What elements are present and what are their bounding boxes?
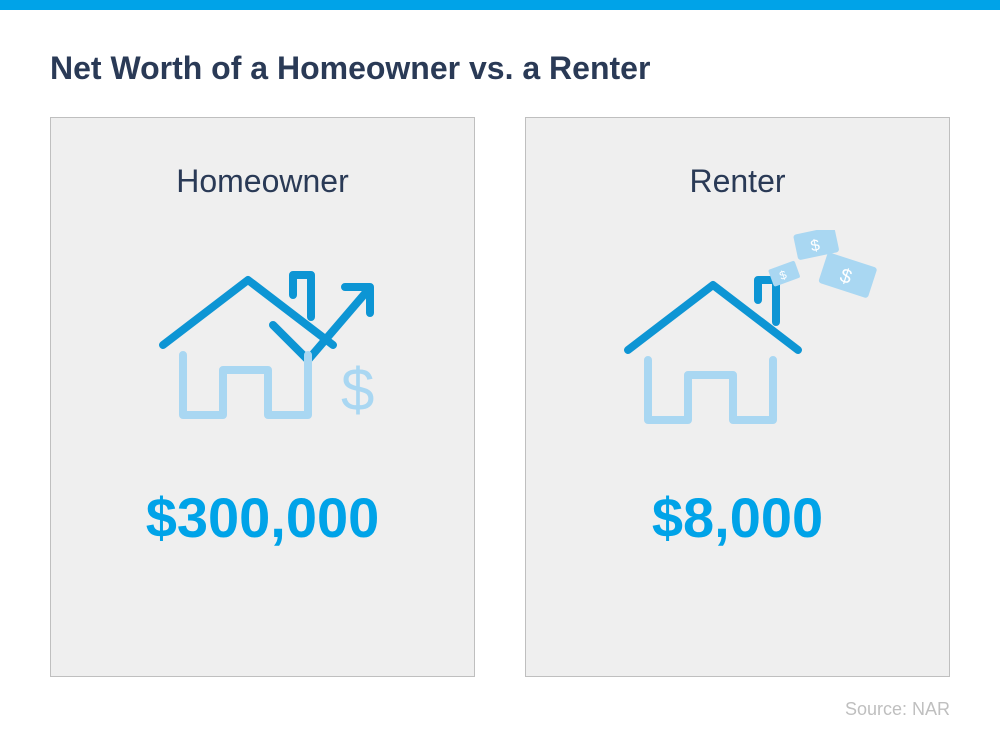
accent-top-bar <box>0 0 1000 10</box>
source-attribution: Source: NAR <box>845 699 950 720</box>
card-renter: Renter $ $ $ <box>525 117 950 677</box>
card-value-renter: $8,000 <box>652 485 823 550</box>
card-label-homeowner: Homeowner <box>176 163 349 200</box>
card-value-homeowner: $300,000 <box>146 485 380 550</box>
card-container: Homeowner $ $300,000 Renter <box>0 117 1000 677</box>
house-money-fly-icon: $ $ $ <box>526 225 949 445</box>
house-growth-icon: $ <box>51 225 474 445</box>
card-homeowner: Homeowner $ $300,000 <box>50 117 475 677</box>
page-title: Net Worth of a Homeowner vs. a Renter <box>50 50 1000 87</box>
svg-text:$: $ <box>341 356 374 423</box>
card-label-renter: Renter <box>689 163 785 200</box>
